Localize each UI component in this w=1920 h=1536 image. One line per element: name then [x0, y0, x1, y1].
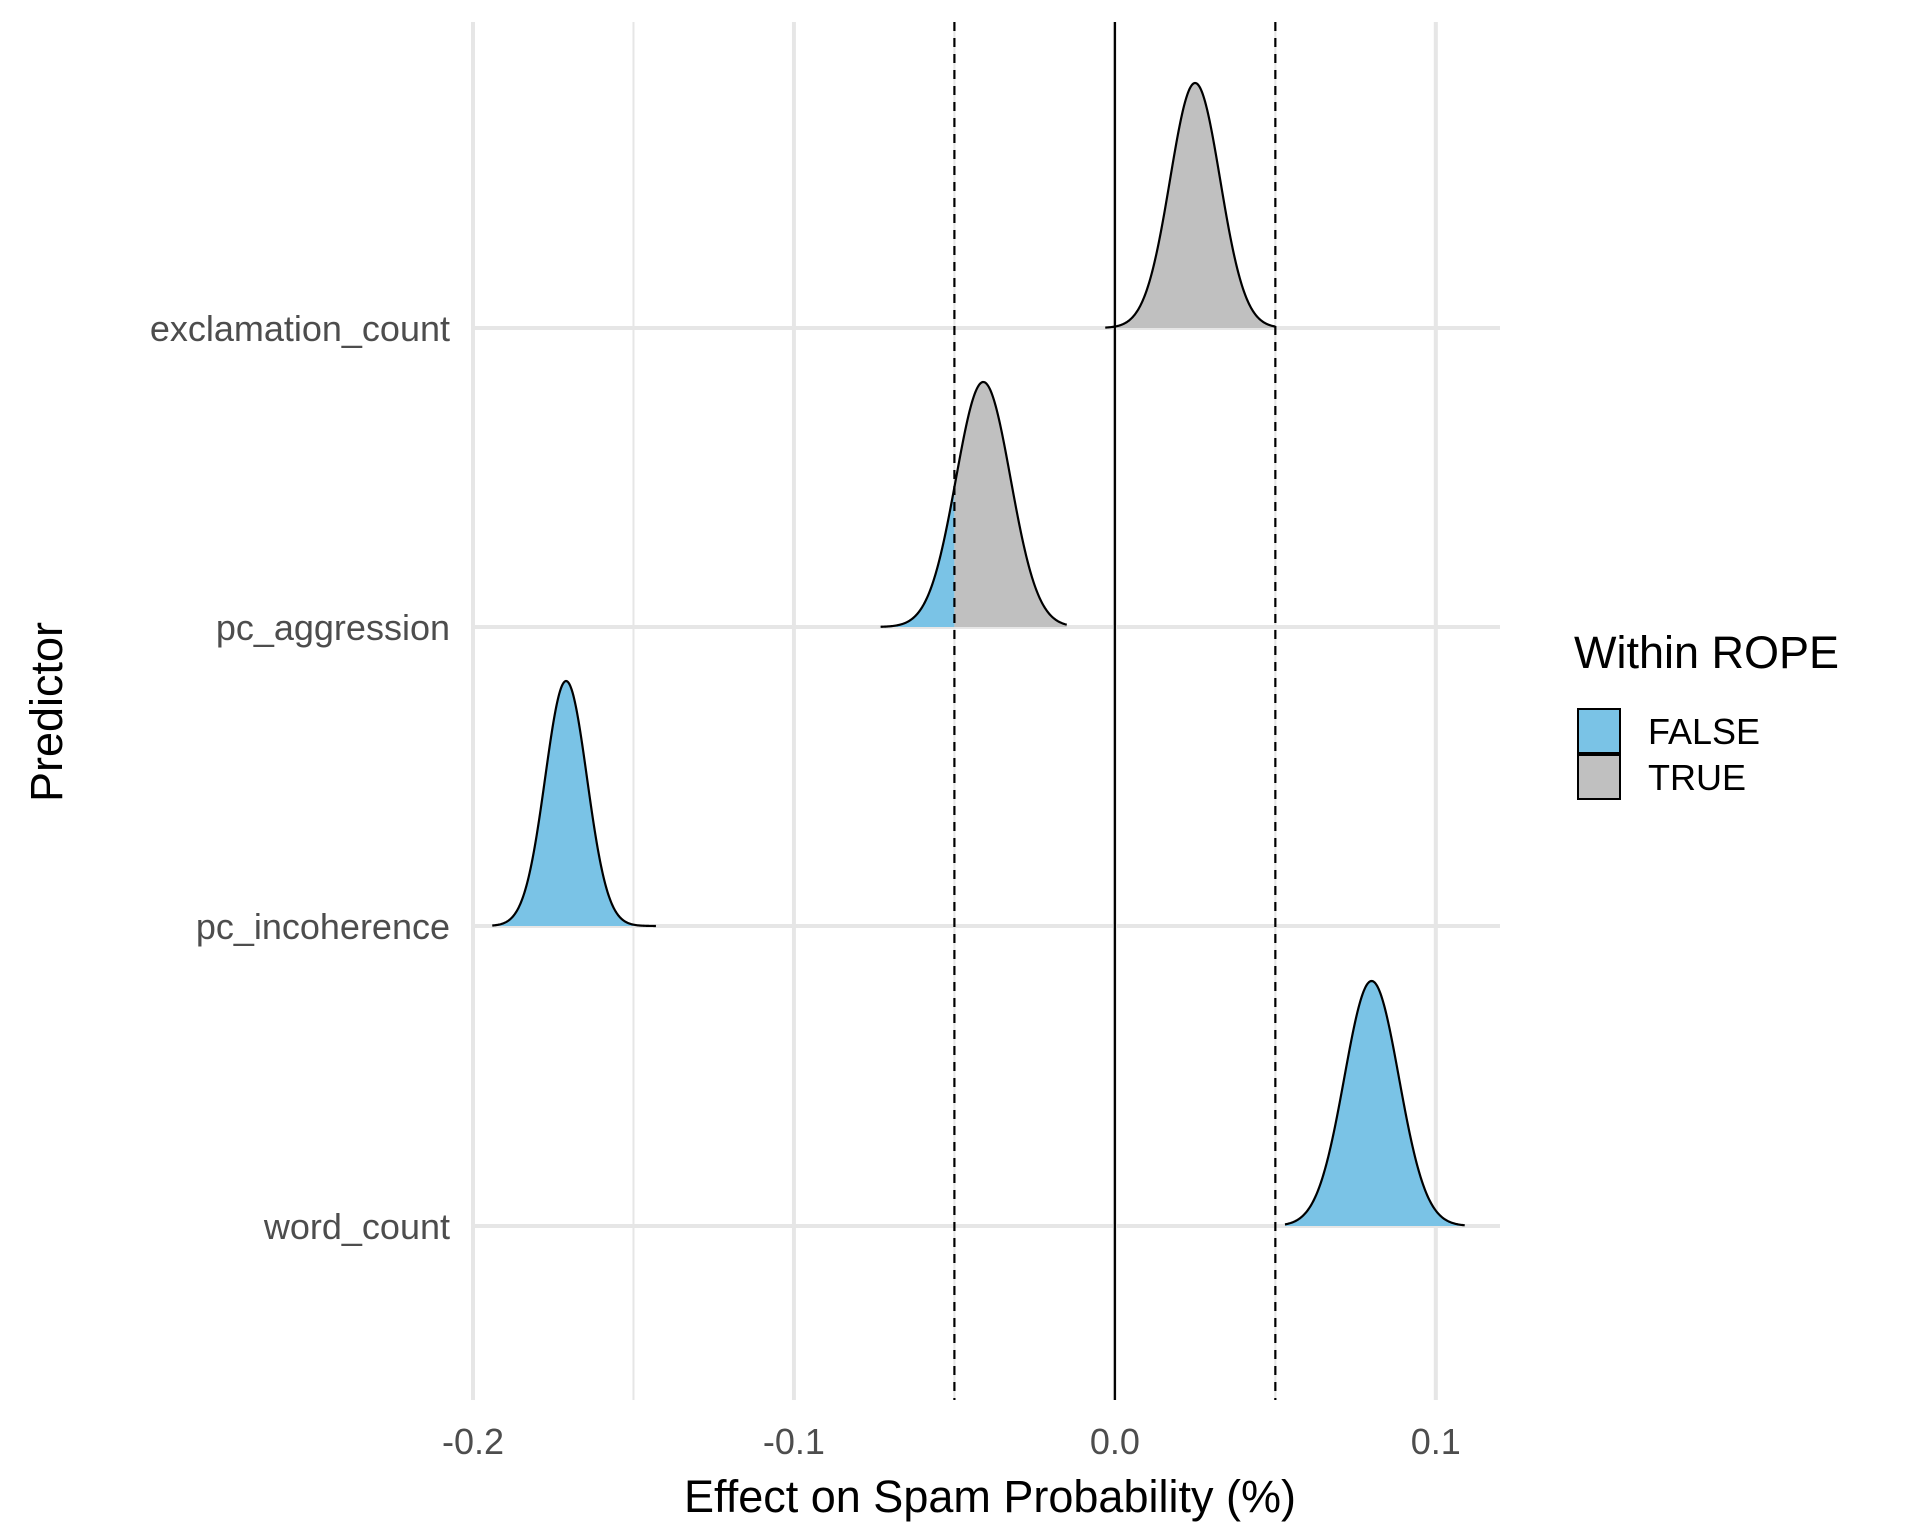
density-exclamation_count	[1105, 81, 1276, 329]
legend-key-true	[1577, 754, 1621, 800]
legend-key-false	[1577, 708, 1621, 754]
density-pc_incoherence	[492, 679, 656, 928]
y-axis-ticks: exclamation_count pc_aggression pc_incoher…	[150, 308, 450, 1247]
legend-entries: FALSE TRUE	[1577, 708, 1760, 800]
density-pc_aggression	[880, 380, 1068, 628]
density-fill-outside-rope	[880, 487, 955, 627]
density-outline	[492, 679, 656, 928]
density-outline	[1105, 81, 1276, 329]
x-tick-label: 0.1	[1411, 1421, 1461, 1462]
density-fill-within-rope	[954, 382, 1067, 627]
x-tick-label: 0.0	[1090, 1421, 1140, 1462]
legend: Within ROPE FALSE TRUE	[1574, 627, 1839, 800]
x-tick-label: -0.2	[442, 1421, 504, 1462]
y-tick-label: pc_incoherence	[196, 906, 450, 947]
y-axis-title: Predictor	[21, 622, 72, 802]
density-fill-within-rope	[1105, 83, 1276, 329]
density-outline	[880, 380, 1068, 628]
x-axis-title: Effect on Spam Probability (%)	[684, 1471, 1296, 1522]
y-tick-label: word_count	[263, 1206, 450, 1247]
x-axis-ticks: -0.2 -0.1 0.0 0.1	[442, 1421, 1461, 1462]
density-outline	[1284, 979, 1465, 1227]
legend-label-false: FALSE	[1648, 711, 1760, 752]
y-tick-label: pc_aggression	[216, 607, 450, 648]
legend-title: Within ROPE	[1574, 627, 1839, 678]
x-tick-label: -0.1	[763, 1421, 825, 1462]
y-tick-label: exclamation_count	[150, 308, 450, 349]
density-curves	[492, 81, 1465, 1227]
density-fill-outside-rope	[492, 681, 656, 926]
reference-lines	[953, 22, 1277, 1400]
density-fill-outside-rope	[1284, 981, 1465, 1226]
legend-label-true: TRUE	[1648, 757, 1746, 798]
density-word_count	[1284, 979, 1465, 1227]
